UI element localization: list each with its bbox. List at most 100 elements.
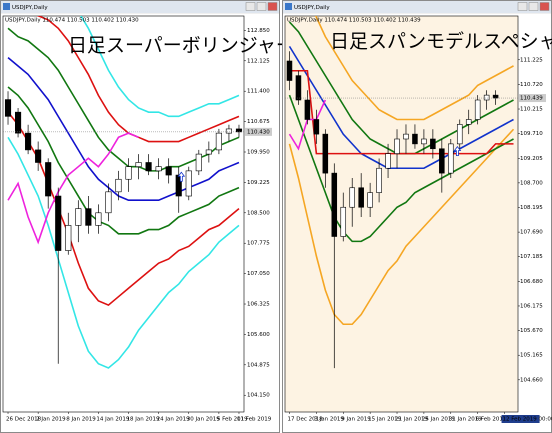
candle-body [55,195,62,251]
candle-body [349,187,355,208]
x-tick-label: 18 Jan 2019 [127,417,160,423]
candle-body [412,133,418,145]
x-tick-label: 30 Jan 2019 [187,417,220,423]
y-tick-label: 105.165 [520,353,543,359]
candle-body [456,124,463,145]
candle-body [367,192,373,208]
candle-body [322,133,329,174]
y-tick-label: 110.675 [247,119,270,125]
candle-body [295,75,302,101]
candle-body [358,187,364,208]
candle-body [439,148,445,174]
candle-body [465,119,472,125]
candle-body [175,174,182,197]
candle-body [235,128,243,133]
price-label: 110.439 [520,96,543,102]
y-tick-label: 108.500 [247,210,270,216]
price-box [519,94,546,103]
x-tick-label: 9 Jan 2019 [341,417,371,423]
indicator-line [7,136,240,369]
candle-body [313,119,320,135]
indicator-line [288,128,515,326]
candle-body [403,133,409,140]
candle-body [376,167,382,193]
y-tick-label: 112.125 [247,58,270,64]
candle-body [125,166,132,180]
plot-background [284,15,519,413]
x-tick-label: 25 Jan 2019 [422,417,455,423]
y-tick-label: 107.185 [520,254,543,260]
signal-arrow [177,171,186,182]
window-close-button[interactable] [539,2,550,11]
y-tick-label: 111.400 [247,89,270,95]
window-min-button[interactable] [245,2,256,11]
indicator-line [36,16,240,143]
candle-body [205,149,212,155]
candle-body [286,60,293,81]
candle-body [35,149,42,163]
window-max-button[interactable] [528,2,539,11]
x-tick-label: 24 Jan 2019 [157,417,190,423]
x-tick-label: 26 Dec 2018 [6,417,42,423]
indicator-line [314,16,514,121]
x-tick-label: 21 Jan 2019 [395,417,428,423]
candle-body [45,162,52,197]
x-tick-label: 15 Jan 2019 [368,417,401,423]
indicator-line [288,45,514,170]
signal-arrow [453,145,462,157]
candle-body [304,99,311,120]
x-tick-label: 12 Feb 2019 00:00 [503,417,552,423]
candle-body [135,162,142,167]
y-tick-label: 107.775 [247,241,270,247]
candle-body [95,212,102,226]
title-bar [1,1,279,13]
indicator-line [7,86,240,235]
y-tick-label: 106.325 [247,302,270,308]
y-tick-label: 104.150 [247,393,270,399]
current-date-box [501,415,540,423]
y-tick-label: 109.950 [247,150,270,156]
candle-body [225,128,232,134]
candle-body [215,132,222,151]
y-tick-label: 107.050 [247,271,270,277]
x-tick-label: 11 Feb 2019 [237,417,272,423]
candle-body [340,206,347,237]
candle-body [185,170,192,197]
x-tick-label: 8 Jan 2019 [66,417,96,423]
y-tick-label: 109.710 [520,131,543,137]
overlay-title: 日足スパンモデルスペシャル [330,31,552,53]
indicator-line [288,94,514,243]
y-tick-label: 105.670 [520,328,543,334]
candle-body [385,153,391,169]
window-title: USDJPY,Daily [12,5,48,11]
x-tick-label: 14 Jan 2019 [96,417,129,423]
candle-body [421,138,427,145]
window-close-button[interactable] [267,2,278,11]
window-min-button[interactable] [517,2,528,11]
window-max-button[interactable] [256,2,267,11]
candle-body [75,208,82,226]
candle-body [65,225,72,251]
indicator-line [7,57,240,202]
x-tick-label: 6 Feb 2019 [476,417,507,423]
candle-body [474,99,481,120]
y-tick-label: 104.875 [247,362,270,368]
candle-body [155,166,162,172]
y-tick-label: 105.600 [247,332,270,338]
candle-body [4,99,12,117]
y-tick-label: 108.700 [520,180,543,186]
y-tick-label: 104.660 [520,377,543,383]
y-tick-label: 109.205 [520,156,543,162]
price-label: 110.430 [247,129,270,135]
y-tick-label: 110.720 [520,82,543,88]
price-box [245,127,272,136]
indicator-line [7,132,139,245]
y-tick-label: 110.215 [520,107,543,113]
candle-body [448,143,454,174]
candle-body [195,153,202,172]
chart-header: USDJPY,Daily 110.474 110.503 110.402 110… [5,18,139,24]
x-tick-label: 31 Jan 2019 [449,417,482,423]
indicator-line [80,16,240,118]
y-tick-label: 108.195 [520,205,543,211]
plot-background [2,15,245,413]
